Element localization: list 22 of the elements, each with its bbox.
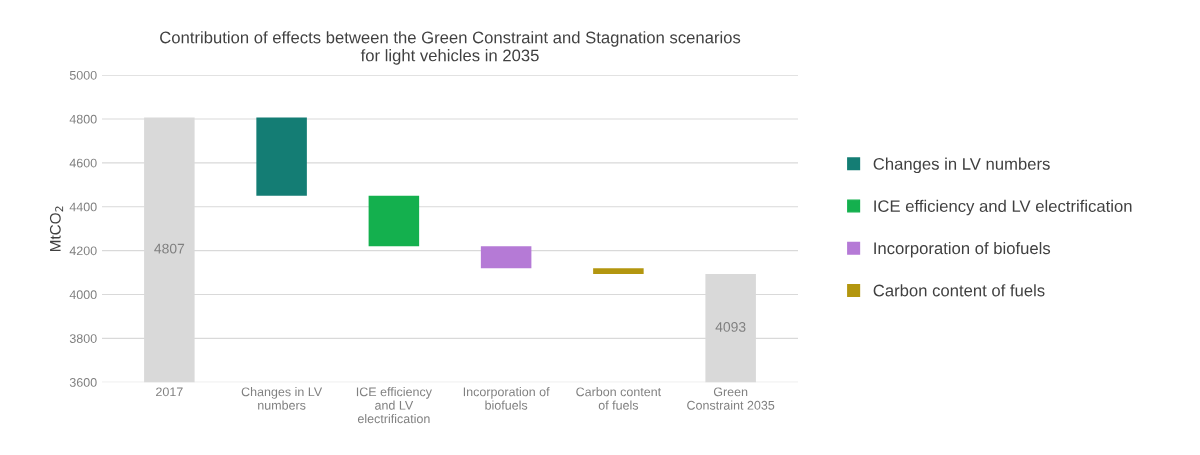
- legend-label: Incorporation of biofuels: [874, 241, 1051, 258]
- legend-label: Changes in LV numbers: [873, 157, 1050, 174]
- y-axis-title: MtCO$_{2}$: [49, 206, 64, 252]
- x-tick-label: 2017: [156, 387, 183, 397]
- y-tick-label: 4000: [69, 290, 97, 300]
- x-tick-label: Changes in LV numbers: [241, 387, 323, 410]
- data-label: 4093: [715, 322, 746, 332]
- y-tick-label: 4600: [69, 158, 97, 168]
- y-tick-label: 3600: [69, 378, 97, 387]
- y-tick-label: 3800: [69, 334, 97, 343]
- y-tick-label: 5000: [69, 70, 97, 80]
- y-tick-label: 4800: [69, 114, 97, 124]
- x-tick-label: Carbon content of fuels: [576, 387, 662, 410]
- legend-label: Carbon content of fuels: [873, 284, 1045, 297]
- data-label: 4807: [154, 243, 185, 254]
- y-tick-label: 4400: [69, 202, 97, 212]
- legend-label: ICE efficiency and LV electrification: [874, 199, 1132, 216]
- x-tick-label: Green Constraint 2035: [687, 387, 775, 410]
- x-tick-label: Incorporation of biofuels: [463, 387, 550, 410]
- chart-title: Contribution of effects between the Green Constraint and Stagnation scenarios for light vehicles in 2035: [160, 31, 741, 65]
- x-tick-label: ICE efficiency and LV electrification: [356, 387, 432, 424]
- y-tick-label: 4200: [69, 246, 97, 256]
